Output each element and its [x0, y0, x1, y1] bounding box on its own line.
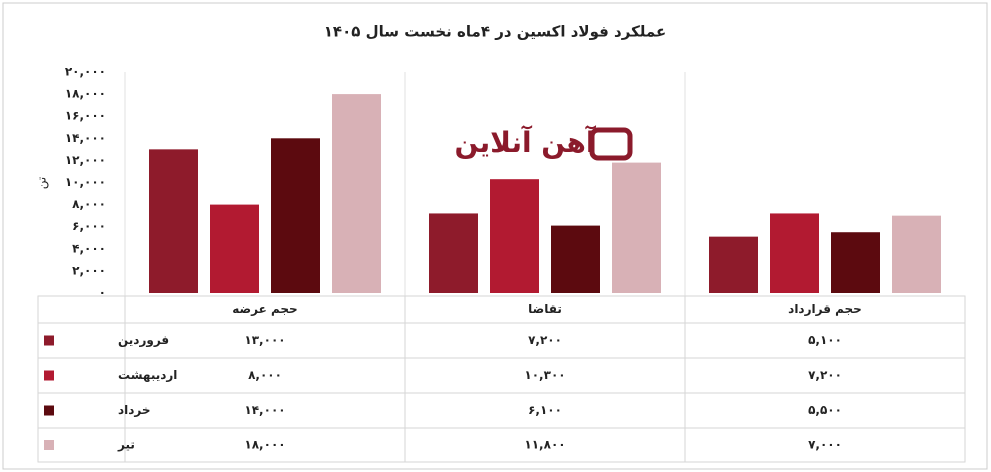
- y-tick-label: ۱۴,۰۰۰: [65, 131, 106, 145]
- table-value: ۱۱,۸۰۰: [524, 438, 565, 452]
- legend-label: تیر: [117, 438, 135, 452]
- y-tick-label: ۱۲,۰۰۰: [65, 153, 106, 167]
- y-tick-label: ۱۸,۰۰۰: [65, 87, 106, 101]
- bar: [551, 225, 600, 293]
- y-tick-label: ۶,۰۰۰: [72, 219, 106, 233]
- bar: [149, 149, 198, 293]
- legend-swatch: [44, 405, 54, 416]
- table-value: ۱۰,۳۰۰: [524, 368, 565, 382]
- table-value: ۱۴,۰۰۰: [244, 403, 285, 417]
- logo-icon: [589, 127, 633, 161]
- y-tick-label: ۲,۰۰۰: [72, 263, 106, 277]
- table-value: ۸,۰۰۰: [248, 368, 282, 382]
- bar: [612, 162, 661, 293]
- table-value: ۵,۱۰۰: [808, 333, 842, 347]
- bar: [892, 215, 941, 293]
- y-tick-label: ۲۰,۰۰۰: [65, 65, 106, 79]
- bar: [332, 94, 381, 293]
- legend-label: اردیبهشت: [118, 368, 177, 382]
- table-lines: [37, 295, 966, 463]
- y-tick-label: ۸,۰۰۰: [72, 197, 106, 211]
- category-label: تقاضا: [528, 302, 562, 316]
- table-value: ۷,۲۰۰: [808, 368, 842, 382]
- legend-label: خرداد: [118, 403, 151, 417]
- bar: [770, 213, 819, 293]
- table-value: ۷,۲۰۰: [528, 333, 562, 347]
- table-value: ۱۳,۰۰۰: [244, 333, 285, 347]
- table-value: ۱۸,۰۰۰: [244, 438, 285, 452]
- bar: [429, 213, 478, 293]
- y-tick-label: ۱۰,۰۰۰: [65, 175, 106, 189]
- bar: [210, 204, 259, 293]
- legend-swatch: [44, 335, 54, 346]
- category-label: حجم قرارداد: [788, 302, 862, 316]
- bar: [831, 232, 880, 293]
- y-tick-label: ۴,۰۰۰: [72, 241, 106, 255]
- table-value: ۵,۵۰۰: [808, 403, 842, 417]
- y-tick-label: ۱۶,۰۰۰: [65, 109, 106, 123]
- bar: [271, 138, 320, 293]
- watermark-logo: آهن آنلاین: [454, 125, 633, 161]
- legend-swatch: [44, 440, 54, 450]
- legend-swatch: [44, 370, 54, 381]
- y-axis-label: تن: [35, 177, 50, 189]
- table-value: ۶,۱۰۰: [528, 403, 562, 417]
- category-label: حجم عرضه: [232, 302, 297, 316]
- legend-label: فروردین: [118, 333, 169, 348]
- bar: [490, 179, 539, 293]
- bar: [709, 236, 758, 293]
- table-value: ۷,۰۰۰: [808, 438, 842, 452]
- chart-title: عملکرد فولاد اکسین در ۴ماه نخست سال ۱۴۰۵: [324, 23, 666, 41]
- y-tick-label: ۰: [99, 286, 106, 300]
- watermark: آهن آنلاین: [454, 125, 596, 159]
